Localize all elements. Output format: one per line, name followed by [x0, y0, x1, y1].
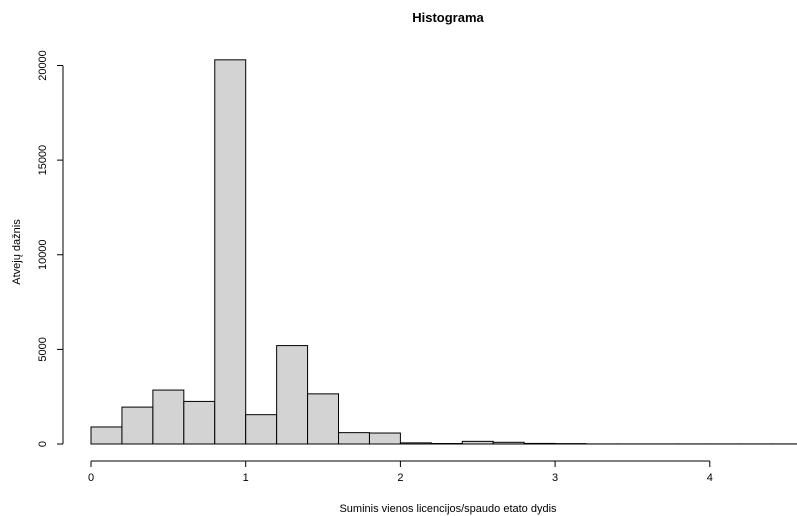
- histogram-bar-6: [276, 345, 309, 445]
- histogram-bar-8: [338, 432, 370, 445]
- y-tick-label: 10000: [37, 239, 49, 270]
- bars-group: [90, 59, 797, 445]
- x-axis-label: Suminis vienos licencijos/spaudo etato d…: [339, 503, 557, 515]
- x-tick-label: 1: [243, 472, 249, 484]
- chart-title: Histograma: [412, 10, 484, 25]
- histogram-bar-2: [152, 389, 185, 445]
- histogram-bar-0: [90, 426, 123, 445]
- x-axis: 0 1 2 3 4: [88, 460, 713, 484]
- histogram-bar-9: [368, 432, 401, 445]
- histogram-bar-3: [183, 400, 216, 445]
- histogram-bar-1: [121, 406, 154, 445]
- y-tick-label: 15000: [37, 145, 49, 176]
- y-tick-label: 5000: [37, 337, 49, 361]
- x-tick-label: 2: [397, 472, 403, 484]
- histogram-bar-5: [245, 414, 278, 445]
- x-tick-label: 0: [88, 472, 94, 484]
- y-tick-label: 20000: [37, 50, 49, 81]
- y-tick-label: 0: [37, 441, 49, 447]
- histogram-bar-7: [307, 393, 340, 445]
- x-tick-label: 4: [707, 472, 713, 484]
- histogram-bar-4: [214, 59, 247, 445]
- y-axis: 0 5000 10000 15000 20000: [37, 50, 64, 447]
- y-axis-label: Atvejų dažnis: [11, 219, 23, 285]
- x-tick-label: 3: [552, 472, 558, 484]
